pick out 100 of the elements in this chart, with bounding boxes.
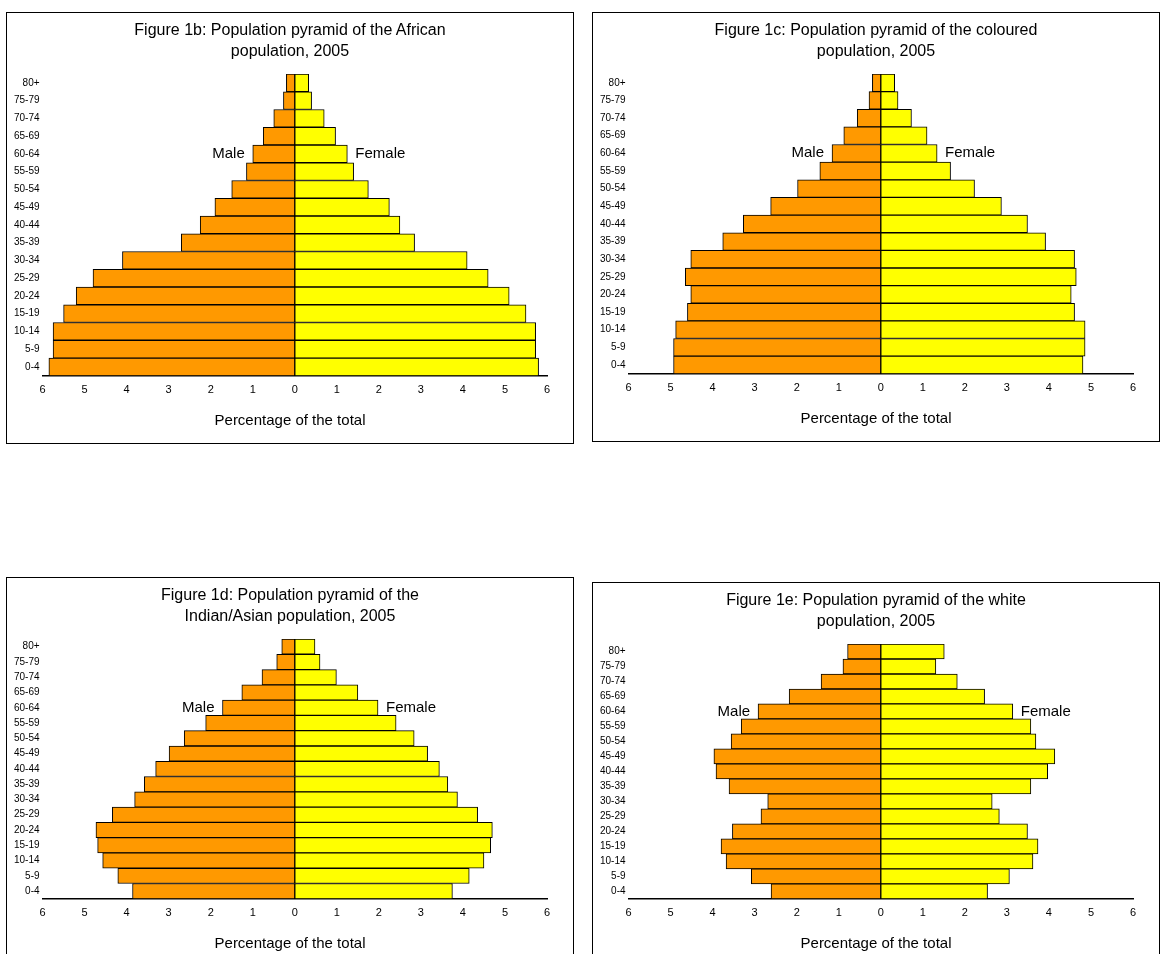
series-label: Female <box>1020 701 1071 719</box>
y-tick-label: 25-29 <box>14 808 41 820</box>
y-tick-label: 55-59 <box>14 165 41 177</box>
y-tick-label: 80+ <box>22 76 40 88</box>
x-tick-label: 3 <box>751 906 758 919</box>
x-tick-label: 5 <box>81 383 88 396</box>
x-tick-label: 6 <box>1129 381 1137 394</box>
y-tick-label: 25-29 <box>600 270 627 282</box>
y-tick-label: 10-14 <box>600 855 627 867</box>
x-tick-label: 2 <box>375 383 382 396</box>
x-tick-label: 1 <box>333 906 340 919</box>
y-tick-label: 5-9 <box>25 342 41 354</box>
series-label: Female <box>386 697 437 715</box>
series-label: Male <box>717 701 751 719</box>
y-tick-label: 50-54 <box>14 732 41 744</box>
y-tick-label: 80+ <box>608 76 626 88</box>
y-tick-label: 45-49 <box>14 747 41 759</box>
x-tick-label: 5 <box>1087 381 1095 394</box>
series-label: Male <box>212 144 245 162</box>
y-tick-label: 70-74 <box>600 111 627 123</box>
x-tick-label: 6 <box>39 383 46 396</box>
x-axis-title: Percentage of the total <box>799 409 953 426</box>
x-tick-label: 2 <box>793 906 800 919</box>
y-tick-label: 60-64 <box>600 147 627 159</box>
x-tick-label: 2 <box>207 383 214 396</box>
y-tick-label: 55-59 <box>14 716 41 728</box>
y-tick-label: 50-54 <box>600 735 627 747</box>
y-tick-label: 10-14 <box>600 323 627 335</box>
x-tick-label: 6 <box>543 383 551 396</box>
y-tick-label: 15-19 <box>14 839 41 851</box>
y-tick-label: 15-19 <box>14 307 41 319</box>
y-tick-label: 30-34 <box>14 793 41 805</box>
x-tick-label: 5 <box>667 906 674 919</box>
x-tick-label: 0 <box>291 383 298 396</box>
x-tick-label: 4 <box>1045 906 1052 919</box>
y-tick-label: 50-54 <box>600 182 627 194</box>
y-tick-label: 15-19 <box>600 840 627 852</box>
x-tick-label: 1 <box>835 906 842 919</box>
y-tick-label: 25-29 <box>14 271 41 283</box>
x-tick-label: 1 <box>835 381 842 394</box>
y-tick-label: 55-59 <box>600 720 627 732</box>
x-tick-label: 3 <box>165 906 172 919</box>
x-tick-label: 6 <box>39 906 46 919</box>
y-tick-label: 5-9 <box>25 869 41 881</box>
x-tick-label: 6 <box>543 906 551 919</box>
y-tick-label: 25-29 <box>600 810 627 822</box>
x-axis-title: Percentage of the total <box>213 411 367 428</box>
y-tick-label: 35-39 <box>14 236 41 248</box>
y-tick-label: 55-59 <box>600 164 627 176</box>
series-label: Male <box>791 143 825 161</box>
x-tick-label: 5 <box>81 906 88 919</box>
y-tick-label: 0-4 <box>611 885 627 897</box>
x-tick-label: 2 <box>793 381 800 394</box>
y-tick-label: 20-24 <box>600 825 627 837</box>
y-tick-label: 35-39 <box>600 780 627 792</box>
y-tick-label: 40-44 <box>14 762 41 774</box>
x-tick-label: 0 <box>877 381 884 394</box>
x-tick-label: 2 <box>961 381 968 394</box>
x-tick-label: 6 <box>625 906 632 919</box>
y-tick-label: 75-79 <box>14 655 41 667</box>
y-tick-label: 80+ <box>608 645 626 657</box>
y-tick-label: 70-74 <box>14 112 41 124</box>
y-tick-label: 20-24 <box>14 823 41 835</box>
y-tick-label: 30-34 <box>600 252 627 264</box>
x-axis-title: Percentage of the total <box>799 934 953 951</box>
y-tick-label: 50-54 <box>14 183 41 195</box>
y-tick-label: 70-74 <box>14 670 41 682</box>
y-tick-label: 65-69 <box>14 686 41 698</box>
y-tick-label: 40-44 <box>600 765 627 777</box>
x-tick-label: 1 <box>919 381 926 394</box>
x-tick-label: 3 <box>1003 906 1010 919</box>
x-tick-label: 3 <box>417 383 424 396</box>
x-tick-label: 1 <box>249 906 256 919</box>
y-tick-label: 5-9 <box>611 341 627 353</box>
x-tick-label: 5 <box>501 383 509 396</box>
x-tick-label: 2 <box>961 906 968 919</box>
y-tick-label: 30-34 <box>14 254 41 266</box>
x-tick-label: 1 <box>249 383 256 396</box>
y-tick-label: 80+ <box>22 640 40 652</box>
x-tick-label: 6 <box>1129 906 1137 919</box>
x-tick-label: 4 <box>709 906 716 919</box>
x-tick-label: 0 <box>291 906 298 919</box>
y-tick-label: 75-79 <box>600 94 627 106</box>
y-tick-label: 60-64 <box>14 701 41 713</box>
x-tick-label: 1 <box>919 906 926 919</box>
y-tick-label: 65-69 <box>600 690 627 702</box>
x-tick-label: 4 <box>1045 381 1052 394</box>
series-label: Female <box>945 143 996 161</box>
x-tick-label: 4 <box>459 383 466 396</box>
x-tick-label: 5 <box>1087 906 1095 919</box>
y-tick-label: 20-24 <box>14 289 41 301</box>
y-tick-label: 35-39 <box>600 235 627 247</box>
y-tick-label: 0-4 <box>25 884 41 896</box>
y-tick-label: 0-4 <box>25 360 41 372</box>
y-tick-label: 15-19 <box>600 305 627 317</box>
x-tick-label: 4 <box>123 383 130 396</box>
y-tick-label: 10-14 <box>14 325 41 337</box>
y-tick-label: 5-9 <box>611 870 627 882</box>
x-tick-label: 1 <box>333 383 340 396</box>
y-tick-label: 45-49 <box>600 200 627 212</box>
